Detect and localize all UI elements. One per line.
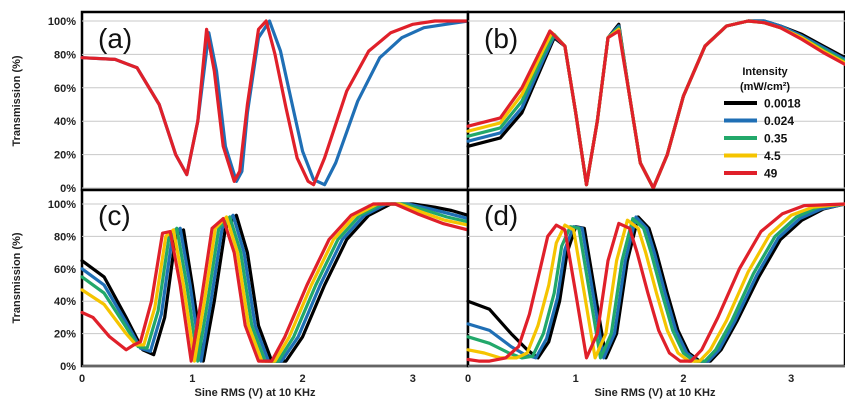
y-axis-title-bottom: Transmission (%) (11, 232, 23, 323)
series-line-b-49 (466, 19, 845, 190)
legend: Intensity (mW/cm²) 0.0018 0.024 0.35 4.5 49 (724, 66, 801, 181)
y-tick-label-c-3: 60% (54, 264, 76, 276)
panel-c-label: (c) (98, 200, 131, 231)
panel-b: (b) (466, 10, 845, 192)
series-line-c-49 (80, 202, 470, 363)
x-tick-label-d-1: 1 (573, 373, 579, 385)
y-tick-label-c-2: 40% (54, 296, 76, 308)
y-tick-label-c-4: 80% (54, 231, 76, 243)
series-line-d-49 (466, 202, 845, 363)
y-tick-label-c-0: 0% (60, 361, 76, 373)
panel-a-label: (a) (98, 23, 132, 54)
x-tick-label-c-3: 3 (410, 373, 416, 385)
panel-c: (c) (80, 188, 470, 368)
panel-d-series (466, 202, 845, 363)
x-tick-label-c-2: 2 (300, 373, 306, 385)
series-line-c-4.5 (80, 202, 470, 363)
series-line-a-1 (80, 19, 470, 187)
x-tick-label-c-1: 1 (189, 373, 195, 385)
y-tick-label-a-4: 80% (54, 49, 76, 61)
series-line-d-4.5 (466, 202, 845, 363)
y-tick-label-a-5: 100% (48, 16, 76, 28)
x-tick-label-d-3: 3 (788, 373, 794, 385)
legend-label-0.0018: 0.0018 (764, 97, 801, 111)
y-tick-label-a-3: 60% (54, 83, 76, 95)
x-axis-title-left: Sine RMS (V) at 10 KHz (194, 387, 316, 399)
panel-b-label: (b) (484, 23, 518, 54)
tick-labels: 0% 20% 40% 60% 80% 100% 0% 20% 40% 60% 80% 100% 0 1 2 3… (48, 16, 794, 385)
y-tick-label-a-2: 40% (54, 116, 76, 128)
panel-b-grid (468, 20, 845, 189)
y-tick-label-c-1: 20% (54, 329, 76, 341)
legend-label-4.5: 4.5 (764, 149, 781, 163)
legend-title-line2: (mW/cm²) (740, 81, 790, 93)
y-tick-label-a-1: 20% (54, 150, 76, 162)
x-tick-label-d-0: 0 (465, 373, 471, 385)
legend-entries: 0.0018 0.024 0.35 4.5 49 (724, 97, 801, 181)
panel-d: (d) (466, 188, 845, 368)
panel-a-frame (80, 10, 470, 192)
series-line-c-0.35 (80, 202, 470, 363)
panel-a-series (80, 19, 470, 187)
legend-label-0.35: 0.35 (764, 132, 788, 146)
legend-label-0.024: 0.024 (764, 114, 794, 128)
panel-c-grid (82, 203, 468, 367)
legend-label-49: 49 (764, 167, 778, 181)
x-tick-label-d-2: 2 (680, 373, 686, 385)
y-tick-label-a-0: 0% (60, 183, 76, 195)
x-axis-title-right: Sine RMS (V) at 10 KHz (594, 387, 716, 399)
legend-title-line1: Intensity (742, 66, 788, 78)
series-line-c-0.024 (80, 202, 470, 363)
series-line-c-0.0018 (80, 202, 470, 363)
panel-b-frame (466, 10, 845, 192)
panel-a: (a) (80, 10, 470, 192)
y-axis-title-top: Transmission (%) (11, 55, 23, 146)
panel-c-series (80, 202, 470, 363)
panel-b-series (466, 19, 845, 190)
series-line-d-0.35 (466, 202, 845, 363)
y-tick-label-c-5: 100% (48, 199, 76, 211)
series-line-d-0.024 (466, 202, 845, 363)
panel-d-label: (d) (484, 200, 518, 231)
x-tick-label-c-0: 0 (79, 373, 85, 385)
